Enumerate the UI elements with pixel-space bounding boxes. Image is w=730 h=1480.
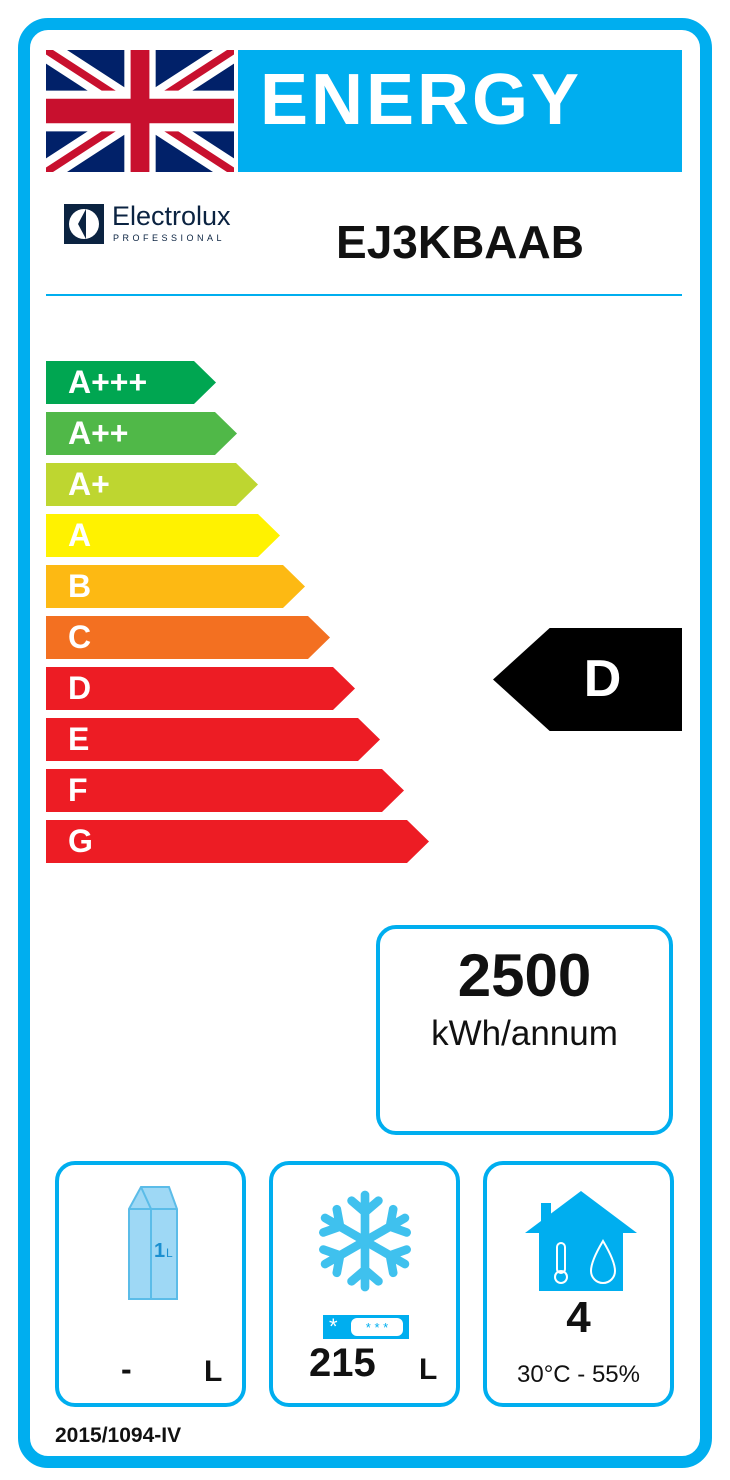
- electrolux-logo-icon: [64, 204, 104, 244]
- chilled-unit: L: [204, 1355, 223, 1388]
- energy-class-bar: B: [46, 565, 305, 608]
- climate-box: 4 30°C - 55%: [483, 1161, 674, 1407]
- svg-text:L: L: [166, 1246, 173, 1260]
- snowflake-icon: [317, 1190, 413, 1293]
- svg-text:1: 1: [154, 1240, 165, 1262]
- energy-class-bar: A+: [46, 463, 258, 506]
- energy-class-bar: F: [46, 769, 404, 812]
- consumption-unit: kWh/annum: [431, 1014, 618, 1053]
- energy-class-bar: D: [46, 667, 355, 710]
- energy-class-bar: A: [46, 514, 280, 557]
- energy-class-bar: E: [46, 718, 380, 761]
- frozen-box: * * * * 215 L: [269, 1161, 460, 1407]
- frozen-value: 215: [309, 1341, 376, 1385]
- climate-conditions: 30°C - 55%: [517, 1361, 640, 1388]
- energy-class-bar: A+++: [46, 361, 216, 404]
- house-climate-icon: [525, 1191, 637, 1291]
- star-rating-icon: * * * *: [323, 1315, 409, 1339]
- model-number: EJ3KBAAB: [336, 216, 584, 268]
- label-frame: [18, 18, 712, 1468]
- chilled-value: -: [121, 1351, 132, 1387]
- energy-class-bar: A++: [46, 412, 237, 455]
- uk-flag-icon: [46, 50, 234, 172]
- consumption-value: 2500: [457, 942, 592, 1009]
- regulation-ref: 2015/1094-IV: [55, 1424, 182, 1447]
- energy-title: ENERGY: [238, 50, 682, 172]
- divider: [46, 294, 682, 296]
- climate-class: 4: [566, 1293, 591, 1342]
- consumption-box: 2500 kWh/annum: [376, 925, 673, 1135]
- brand-sub: PROFESSIONAL: [113, 233, 226, 243]
- energy-class-bar: C: [46, 616, 330, 659]
- brand-name: Electrolux: [112, 201, 231, 231]
- frozen-unit: L: [419, 1353, 438, 1386]
- energy-class-bar: G: [46, 820, 429, 863]
